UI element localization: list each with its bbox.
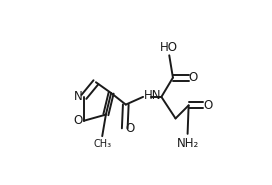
Text: CH₃: CH₃ — [93, 139, 111, 149]
Text: O: O — [73, 114, 82, 127]
Text: O: O — [125, 122, 135, 135]
Text: NH₂: NH₂ — [177, 137, 199, 150]
Text: N: N — [73, 90, 82, 103]
Text: O: O — [189, 71, 198, 84]
Text: HN: HN — [144, 89, 161, 102]
Text: HO: HO — [160, 41, 178, 54]
Text: O: O — [203, 99, 212, 112]
